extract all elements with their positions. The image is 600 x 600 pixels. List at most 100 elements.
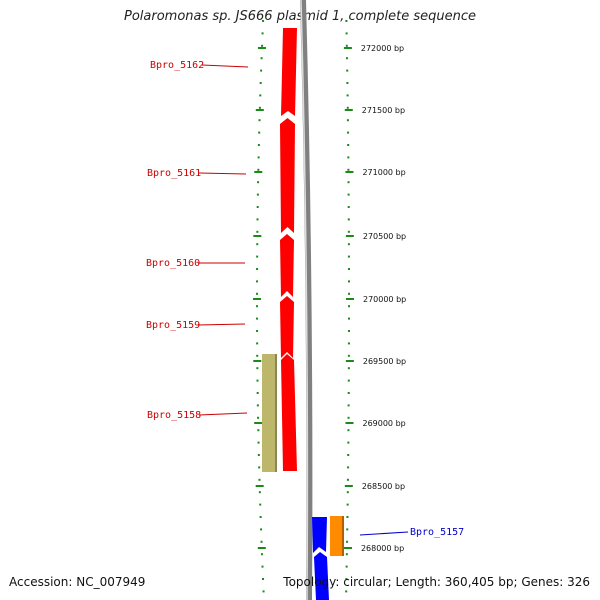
gene-shadow bbox=[275, 354, 277, 472]
tick-mark bbox=[256, 280, 259, 283]
tick-mark bbox=[256, 354, 259, 357]
tick-mark bbox=[258, 131, 261, 134]
backbone-highlight bbox=[300, 0, 309, 600]
tick-mark bbox=[346, 528, 349, 531]
tick-mark bbox=[345, 553, 348, 556]
tick-mark bbox=[258, 478, 261, 481]
tick-mark bbox=[258, 491, 261, 494]
scale-labels: 272000 bp 271500 bp 271000 bp 270500 bp 2700… bbox=[361, 44, 406, 553]
tick-mark bbox=[262, 578, 265, 580]
blue-gene-lower[interactable] bbox=[314, 552, 329, 600]
tick-mark bbox=[257, 429, 260, 432]
Bpro_5159-lower-gene[interactable] bbox=[281, 354, 297, 471]
major-tick bbox=[343, 547, 352, 549]
Bpro_5160-gene[interactable] bbox=[280, 234, 294, 297]
scale-label: 268000 bp bbox=[361, 544, 404, 553]
gene-shadow bbox=[342, 516, 344, 556]
tick-mark bbox=[347, 255, 350, 258]
tick-mark bbox=[346, 478, 349, 481]
major-tick bbox=[344, 109, 353, 111]
tick-mark bbox=[346, 503, 349, 506]
tick-mark bbox=[257, 168, 260, 171]
gene-label-Bpro_5159: Bpro_5159 bbox=[146, 320, 200, 331]
tick-mark bbox=[256, 193, 259, 196]
tick-mark bbox=[347, 243, 350, 246]
leader-line bbox=[197, 323, 246, 326]
tick-mark bbox=[260, 69, 263, 72]
tick-mark bbox=[345, 20, 348, 22]
tick-mark bbox=[257, 454, 260, 456]
scale-label: 269000 bp bbox=[362, 419, 405, 428]
major-tick bbox=[345, 422, 354, 424]
scale-label: 271500 bp bbox=[362, 106, 405, 115]
tick-mark bbox=[347, 466, 350, 469]
tick-mark bbox=[347, 218, 350, 221]
tick-mark bbox=[347, 330, 350, 332]
Bpro_5162-gene[interactable] bbox=[281, 28, 297, 116]
tick-mark bbox=[256, 305, 259, 308]
tick-mark bbox=[257, 416, 260, 419]
tick-mark bbox=[346, 69, 349, 72]
tick-mark bbox=[347, 144, 350, 146]
tick-mark bbox=[256, 379, 259, 382]
major-tick bbox=[257, 547, 266, 549]
Bpro_5159-gene[interactable] bbox=[280, 296, 294, 358]
accession-text: Accession: NC_007949 bbox=[9, 575, 146, 589]
tick-mark bbox=[347, 342, 350, 345]
tick-mark bbox=[346, 57, 349, 60]
gene-features[interactable] bbox=[262, 28, 344, 600]
tick-mark bbox=[259, 82, 262, 84]
leader-line bbox=[198, 412, 248, 416]
scale-label: 272000 bp bbox=[361, 44, 404, 53]
major-tick bbox=[344, 485, 353, 487]
tick-mark bbox=[256, 206, 259, 208]
major-tick bbox=[345, 235, 354, 237]
tick-mark bbox=[261, 565, 264, 568]
gene-label-Bpro_5162: Bpro_5162 bbox=[150, 60, 204, 71]
gene-label-Bpro_5157: Bpro_5157 bbox=[410, 527, 464, 538]
Bpro_5157-gene[interactable] bbox=[330, 516, 344, 556]
tick-mark bbox=[347, 168, 350, 171]
tick-mark bbox=[260, 540, 263, 543]
leader-line bbox=[359, 531, 409, 536]
Bpro_5158-gene[interactable] bbox=[262, 354, 277, 472]
gene-label-Bpro_5160: Bpro_5160 bbox=[146, 258, 200, 269]
tick-mark bbox=[347, 379, 350, 382]
tick-mark bbox=[256, 392, 259, 394]
major-tick bbox=[253, 360, 262, 362]
tick-mark bbox=[347, 131, 350, 134]
tick-mark bbox=[260, 553, 263, 556]
map-title: Polaromonas sp. JS666 plasmid 1, complet… bbox=[123, 9, 476, 24]
tick-mark bbox=[258, 106, 261, 109]
blue-gene[interactable] bbox=[312, 517, 327, 553]
tick-mark bbox=[346, 516, 349, 518]
tick-mark bbox=[257, 144, 260, 146]
tick-mark bbox=[345, 565, 348, 568]
tick-mark bbox=[256, 330, 259, 332]
scale-label: 271000 bp bbox=[362, 168, 405, 177]
tick-mark bbox=[256, 218, 259, 221]
tick-mark bbox=[257, 441, 260, 444]
tick-mark bbox=[256, 243, 259, 246]
major-tick bbox=[345, 360, 354, 362]
tick-mark bbox=[262, 20, 265, 22]
tick-mark bbox=[259, 94, 262, 97]
tick-mark bbox=[347, 292, 350, 295]
Bpro_5161-gene[interactable] bbox=[280, 118, 295, 233]
tick-mark bbox=[260, 57, 263, 60]
tick-mark bbox=[347, 305, 350, 308]
tick-mark bbox=[347, 193, 350, 196]
tick-mark bbox=[346, 82, 349, 84]
tick-mark bbox=[347, 367, 350, 370]
tick-mark bbox=[347, 416, 350, 419]
tick-mark bbox=[347, 156, 350, 159]
tick-mark bbox=[259, 503, 262, 506]
tick-mark bbox=[347, 268, 350, 270]
tick-mark bbox=[346, 94, 349, 97]
tick-mark bbox=[347, 230, 350, 233]
tick-mark bbox=[262, 590, 265, 593]
tick-mark bbox=[347, 441, 350, 444]
tick-mark bbox=[347, 206, 350, 208]
tick-mark bbox=[256, 268, 259, 270]
